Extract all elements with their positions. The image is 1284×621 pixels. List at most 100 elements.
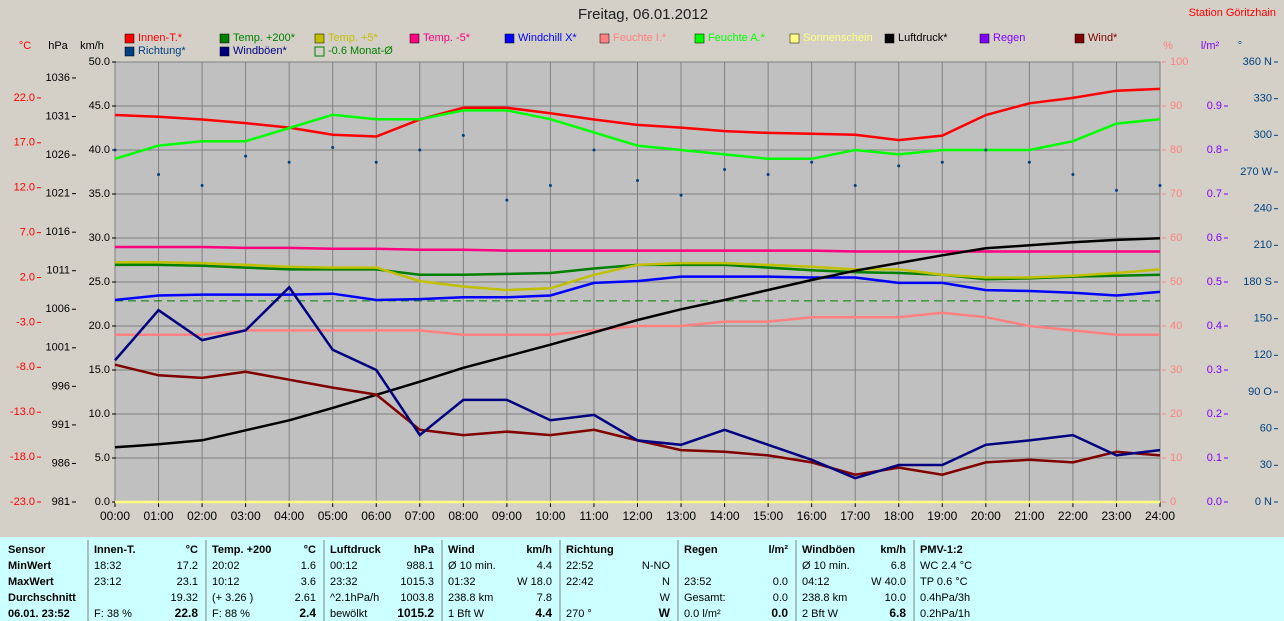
legend-label: Feuchte I.* [613, 32, 667, 44]
stats-cell: (+ 3.26 ) [212, 592, 253, 604]
legend-label: Innen-T.* [138, 32, 183, 44]
legend-label: Regen [993, 32, 1025, 44]
legend-swatch [124, 46, 135, 57]
y-tick-label: 180 S [1243, 276, 1272, 288]
stats-header: Regen [684, 544, 718, 556]
x-tick-label: 22:00 [1058, 509, 1088, 523]
y-tick-label: 7.0 [20, 227, 35, 239]
stats-value: 3.6 [301, 576, 316, 588]
direction-dot [418, 148, 422, 152]
stats-cell: bewölkt [330, 608, 367, 620]
stats-value: N [662, 576, 670, 588]
stats-value: 6.8 [889, 606, 906, 620]
stats-header: Wind [448, 544, 475, 556]
direction-dot [157, 172, 161, 176]
y-tick-label: 1021 [46, 188, 70, 200]
y-tick-label: 0.3 [1207, 364, 1222, 376]
axis-title: km/h [80, 40, 104, 52]
series-line [114, 285, 1161, 480]
x-tick-label: 11:00 [579, 509, 608, 523]
y-tick-label: 60 [1170, 232, 1182, 244]
direction-dot [1071, 172, 1075, 176]
stats-value: W [660, 592, 671, 604]
stats-cell: 1 Bft W [448, 608, 485, 620]
y-tick-label: 0.0 [95, 496, 110, 508]
direction-dot [1027, 160, 1031, 164]
y-tick-label: 90 [1170, 100, 1182, 112]
stats-cell: Ø 10 min. [802, 560, 850, 572]
stats-row-label: MaxWert [8, 576, 54, 588]
y-tick-label: 300 [1254, 129, 1272, 141]
y-tick-label: 150 [1254, 313, 1272, 325]
axis-title: % [1163, 40, 1173, 52]
x-tick-label: 15:00 [753, 509, 783, 523]
direction-dot [853, 183, 857, 187]
stats-cell: 23:32 [330, 576, 358, 588]
stats-cell: Ø 10 min. [448, 560, 496, 572]
y-tick-label: 30 [1260, 459, 1272, 471]
stats-cell: F: 38 % [94, 608, 132, 620]
legend-swatch [314, 46, 325, 57]
legend-label: Sonnenschein [803, 32, 873, 44]
x-tick-label: 23:00 [1101, 509, 1131, 523]
stats-value: W [659, 606, 671, 620]
stats-cell: 23:52 [684, 576, 712, 588]
axis-title: l/m² [1201, 40, 1220, 52]
y-tick-label: 0.7 [1207, 188, 1222, 200]
y-tick-label: 10.0 [89, 408, 110, 420]
y-tick-label: 40.0 [89, 144, 110, 156]
stats-value: 17.2 [177, 560, 198, 572]
direction-dot [548, 183, 552, 187]
y-tick-label: 986 [52, 457, 70, 469]
stats-unit: °C [186, 544, 198, 556]
stats-header: PMV-1:2 [920, 544, 963, 556]
legend-label: Feuchte A.* [708, 32, 766, 44]
y-tick-label: 50.0 [89, 56, 110, 68]
y-tick-label: 1006 [46, 303, 70, 315]
x-tick-label: 07:00 [405, 509, 435, 523]
axis-title: ° [1238, 40, 1242, 52]
y-tick-label: 30.0 [89, 232, 110, 244]
stats-cell: 20:02 [212, 560, 240, 572]
y-tick-label: 22.0 [14, 92, 35, 104]
y-tick-label: 35.0 [89, 188, 110, 200]
y-tick-label: 1026 [46, 149, 70, 161]
stats-row-label: Durchschnitt [8, 592, 76, 604]
direction-dot [636, 179, 639, 183]
stats-header: Temp. +200 [212, 544, 271, 556]
y-tick-label: 0.4 [1207, 320, 1222, 332]
stats-value: 10.0 [885, 592, 906, 604]
y-tick-label: 0.2 [1207, 408, 1222, 420]
stats-cell: 04:12 [802, 576, 830, 588]
stats-value: W 18.0 [517, 576, 552, 588]
stats-unit: °C [304, 544, 316, 556]
legend-swatch [979, 33, 990, 44]
y-tick-label: 70 [1170, 188, 1182, 200]
x-tick-label: 02:00 [187, 509, 217, 523]
y-tick-label: 0 [1170, 496, 1176, 508]
legend-swatch [219, 33, 230, 44]
direction-dot [940, 160, 944, 164]
axis-title: hPa [48, 40, 68, 52]
legend-label: Wind* [1088, 32, 1118, 44]
direction-dot [287, 160, 291, 164]
stats-cell: 18:32 [94, 560, 122, 572]
legend-swatch [694, 33, 705, 44]
station-name: Station Göritzhain [1189, 7, 1276, 19]
stats-cell: 0.4hPa/3h [920, 592, 970, 604]
stats-value: 0.0 [773, 592, 788, 604]
y-tick-label: 15.0 [89, 364, 110, 376]
stats-row-label: Sensor [8, 544, 46, 556]
stats-cell: 270 ° [566, 608, 592, 620]
y-tick-label: 30 [1170, 364, 1182, 376]
chart-title: Freitag, 06.01.2012 [578, 6, 708, 23]
stats-value: 23.1 [177, 576, 198, 588]
x-tick-label: 08:00 [448, 509, 478, 523]
y-tick-label: 1031 [46, 110, 70, 122]
x-tick-label: 10:00 [535, 509, 565, 523]
x-tick-label: 00:00 [100, 509, 130, 523]
stats-value: 1015.3 [400, 576, 434, 588]
x-tick-label: 17:00 [840, 509, 870, 523]
y-tick-label: 17.0 [14, 137, 35, 149]
stats-background [0, 537, 1284, 621]
